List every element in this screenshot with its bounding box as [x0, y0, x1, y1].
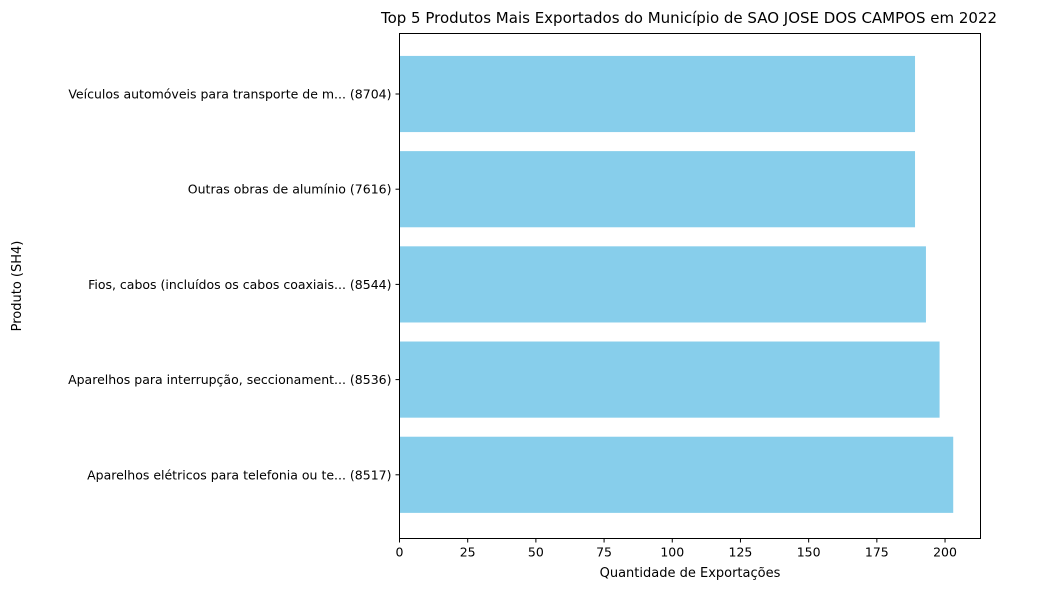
y-tick-label: Fios, cabos (incluídos os cabos coaxiais…	[88, 277, 391, 292]
bar	[399, 436, 954, 513]
x-tick-label: 100	[660, 545, 684, 560]
x-tick-label: 200	[933, 545, 957, 560]
x-tick-label: 150	[797, 545, 821, 560]
y-tick-label: Aparelhos para interrupção, seccionament…	[68, 372, 391, 387]
x-tick-label: 125	[729, 545, 753, 560]
plot-area	[399, 33, 981, 539]
x-tick-label: 25	[460, 545, 476, 560]
bar	[399, 55, 916, 133]
x-tick-label: 75	[596, 545, 612, 560]
chart-title: Top 5 Produtos Mais Exportados do Municí…	[380, 9, 997, 27]
y-tick-label: Veículos automóveis para transporte de m…	[68, 87, 391, 102]
y-tick-label: Aparelhos elétricos para telefonia ou te…	[87, 467, 391, 482]
x-tick-label: 175	[865, 545, 889, 560]
x-tick-label: 0	[396, 545, 404, 560]
bar	[399, 151, 916, 228]
y-axis-label: Produto (SH4)	[10, 241, 25, 332]
y-tick-label: Outras obras de alumínio (7616)	[188, 182, 392, 197]
x-axis-label: Quantidade de Exportações	[600, 566, 781, 581]
bar	[399, 341, 940, 418]
bar	[399, 246, 926, 323]
x-tick-label: 50	[528, 545, 544, 560]
